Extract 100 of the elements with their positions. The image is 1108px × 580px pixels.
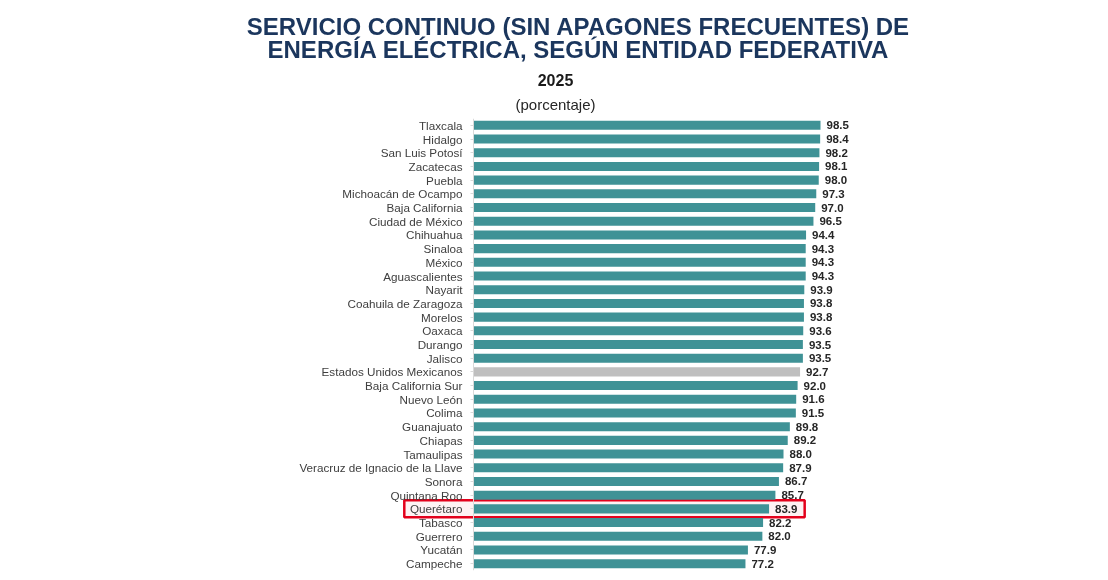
data-label: 93.5 — [808, 338, 832, 351]
bar — [473, 449, 784, 459]
bar — [473, 326, 804, 336]
bar — [473, 230, 807, 240]
bar — [473, 422, 790, 432]
bar — [473, 476, 779, 486]
data-label: 98.1 — [825, 160, 849, 173]
bar — [473, 161, 820, 171]
data-label: 98.0 — [824, 174, 848, 187]
chart-title: SERVICIO CONTINUO (SIN APAGONES FRECUENTES) DE ENERGÍA ELÉCTRICA, SEGÚN ENTIDAD FEDERATIVA — [245, 13, 911, 63]
y-tick-label: Estados Unidos Mexicanos — [321, 365, 463, 379]
data-label: 94.4 — [812, 228, 836, 241]
data-label: 93.8 — [809, 311, 833, 324]
y-tick-label: Michoacán de Ocampo — [342, 187, 463, 201]
data-label: 98.5 — [826, 119, 850, 132]
bar — [473, 559, 746, 569]
bar — [473, 394, 797, 404]
y-tick-label: Campeche — [405, 557, 463, 571]
data-label: 97.3 — [822, 187, 845, 200]
bar — [473, 148, 820, 158]
data-label: 82.2 — [769, 516, 792, 529]
y-tick-label: Puebla — [426, 173, 463, 187]
y-tick-label: Yucatán — [420, 543, 463, 557]
y-tick-label: Zacatecas — [408, 159, 463, 173]
y-tick-label: Guerrero — [415, 529, 463, 543]
bar — [473, 312, 804, 322]
y-tick-label: Morelos — [420, 310, 463, 324]
data-label: 89.2 — [793, 434, 817, 447]
y-tick-label: Baja California Sur — [365, 379, 463, 393]
data-label: 93.6 — [809, 324, 832, 337]
y-tick-label: Sonora — [424, 474, 463, 488]
bar — [473, 120, 821, 130]
y-tick-label: Tamaulipas — [403, 447, 463, 461]
bar — [473, 189, 817, 199]
data-label: 94.3 — [811, 242, 835, 255]
y-tick-label: Baja California — [386, 201, 463, 215]
y-tick-label: Coahuila de Zaragoza — [347, 296, 463, 310]
bar — [473, 463, 784, 473]
y-tick-label: Querétaro — [409, 502, 463, 516]
data-label: 89.8 — [795, 420, 819, 433]
bar — [473, 244, 806, 254]
bar — [473, 545, 748, 555]
data-label: 91.6 — [802, 393, 825, 406]
data-label: 97.0 — [821, 201, 844, 214]
y-tick-label: Aguascalientes — [383, 269, 463, 283]
bar — [473, 257, 806, 267]
data-label: 82.0 — [768, 530, 791, 543]
y-tick-label: México — [425, 255, 463, 269]
y-tick-label: Sinaloa — [423, 242, 463, 256]
data-label: 77.9 — [753, 543, 777, 556]
bar — [473, 298, 804, 308]
bar — [473, 435, 788, 445]
bar — [473, 271, 806, 281]
y-tick-label: Durango — [417, 338, 463, 351]
y-tick-label: Quintana Roo — [390, 488, 463, 502]
bar — [473, 381, 798, 391]
data-label: 88.0 — [789, 448, 812, 461]
y-tick-label: Chiapas — [419, 433, 463, 447]
data-label: 96.5 — [819, 215, 843, 228]
y-tick-label: Tlaxcala — [418, 118, 463, 132]
y-tick-label: Chihuahua — [405, 228, 463, 242]
data-label: 98.2 — [825, 146, 848, 159]
data-label: 86.7 — [784, 475, 808, 488]
text: (porcentaje) — [515, 95, 596, 113]
bar — [473, 504, 770, 514]
y-tick-label: San Luis Potosí — [380, 146, 464, 160]
data-label: 85.7 — [781, 489, 804, 502]
y-tick-label: Oaxaca — [422, 324, 463, 338]
data-label: 94.3 — [811, 256, 835, 269]
y-tick-label: Jalisco — [426, 351, 463, 365]
bar — [473, 285, 805, 295]
data-label: 98.4 — [826, 133, 850, 146]
bar — [473, 134, 821, 144]
data-label: 83.9 — [775, 502, 798, 515]
chart-subtitle: 2025 — [537, 71, 574, 89]
y-tick-label: Hidalgo — [422, 132, 463, 146]
bar — [473, 408, 796, 418]
data-label: 94.3 — [811, 270, 835, 283]
bar — [473, 203, 816, 213]
data-label: 87.9 — [789, 461, 812, 474]
data-label: 77.2 — [751, 557, 774, 570]
data-label: 91.5 — [801, 406, 825, 419]
y-tick-label: Nayarit — [425, 283, 464, 297]
y-tick-label: Colima — [426, 406, 463, 420]
y-tick-label: Nuevo León — [399, 392, 463, 406]
bar — [473, 353, 803, 363]
bar — [473, 339, 803, 350]
data-label: 92.0 — [803, 379, 826, 392]
data-label: 92.7 — [806, 365, 829, 378]
bar — [473, 216, 814, 226]
bar — [473, 367, 801, 377]
data-label: 93.8 — [809, 297, 833, 310]
y-tick-label: Ciudad de México — [368, 214, 463, 228]
y-tick-label: Veracruz de Ignacio de la Llave — [299, 461, 463, 475]
data-label: 93.5 — [808, 352, 832, 365]
bar — [473, 175, 819, 185]
data-label: 93.9 — [810, 283, 833, 296]
y-tick-label: Guanajuato — [402, 420, 463, 434]
bar — [473, 531, 763, 541]
y-tick-label: Tabasco — [418, 516, 463, 530]
